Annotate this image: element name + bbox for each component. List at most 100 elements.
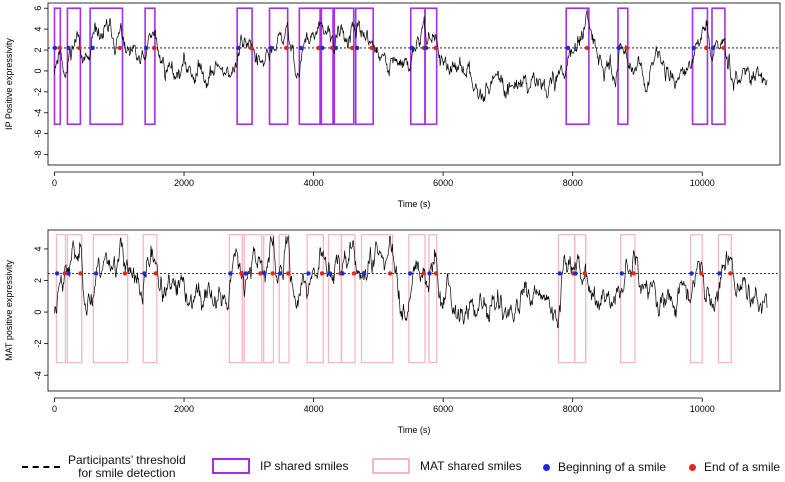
smile-end-marker	[239, 271, 244, 276]
x-axis-title: Time (s)	[398, 199, 431, 209]
y-tick-label: 4	[33, 246, 43, 251]
shared-smile-box	[278, 234, 290, 364]
y-tick-label: -2	[33, 340, 43, 348]
shared-smile-box	[424, 7, 438, 126]
legend-end-label: End of a smile	[704, 460, 781, 474]
shared-smile-box	[333, 7, 355, 126]
smile-end-marker	[248, 45, 254, 51]
x-tick-label: 10000	[690, 178, 715, 188]
smile-begin-marker	[66, 45, 71, 51]
shared-smile-box	[144, 7, 156, 126]
legend-end: End of a smile	[689, 460, 780, 474]
smile-begin-marker	[262, 271, 267, 276]
shared-smile-box	[66, 234, 83, 364]
y-tick-label: 2	[33, 278, 43, 283]
x-tick-label: 10000	[690, 404, 715, 414]
x-tick-label: 6000	[433, 404, 453, 414]
smile-end-marker	[284, 45, 289, 51]
smile-begin-marker	[142, 271, 147, 276]
ip-box-icon	[212, 458, 250, 474]
plot-frame	[47, 229, 781, 392]
y-tick-label: 6	[33, 6, 43, 11]
shared-smile-box	[243, 234, 263, 364]
smile-end-marker	[631, 271, 636, 276]
smile-end-marker	[387, 271, 393, 276]
smile-begin-marker	[228, 271, 233, 276]
shared-smile-box	[717, 234, 733, 364]
shared-smile-box	[142, 234, 158, 364]
smile-end-marker	[122, 271, 128, 276]
shared-smile-box	[354, 7, 374, 126]
smile-end-marker	[316, 45, 321, 51]
smile-begin-marker	[333, 45, 339, 51]
shared-smile-box	[228, 234, 243, 364]
shared-smile-box	[689, 234, 703, 364]
smile-end-marker	[319, 271, 325, 276]
charts-svg: -8 -6 -4 -2 0 2 4 6 0 2000 4000 6000 8000 10000 Time (…	[4, 2, 781, 435]
shared-smile-box	[360, 234, 394, 364]
smile-begin-marker	[243, 271, 248, 276]
smile-begin-marker	[619, 271, 624, 276]
legend-beginning: Beginning of a smile	[543, 460, 666, 474]
smile-begin-marker	[298, 45, 304, 51]
y-tick-label: -6	[33, 130, 43, 138]
smile-end-marker	[270, 271, 275, 276]
smile-end-marker	[433, 271, 439, 276]
y-tick-label: -4	[33, 109, 43, 117]
legend-threshold-line2: for smile detection	[78, 466, 176, 480]
smile-begin-marker	[409, 45, 415, 51]
smile-begin-marker	[427, 271, 432, 276]
legend-threshold: Participants’ threshold for smile detect…	[22, 454, 186, 480]
y-tick-label: 2	[33, 48, 43, 53]
y-tick-label: 0	[33, 310, 43, 315]
shared-smile-box	[619, 234, 636, 364]
smile-begin-marker	[54, 271, 60, 276]
smile-begin-marker	[565, 45, 571, 51]
legend: Participants’ threshold for smile detect…	[0, 452, 785, 480]
x-tick-label: 8000	[563, 404, 583, 414]
red-dot-icon	[689, 463, 696, 471]
shared-smile-box	[298, 7, 321, 126]
smile-begin-marker	[52, 45, 58, 51]
smile-end-marker	[153, 271, 158, 276]
smile-end-marker	[421, 271, 426, 276]
legend-mat-label: MAT shared smiles	[420, 459, 522, 473]
shared-smile-box	[263, 234, 275, 364]
smile-end-marker	[582, 271, 587, 276]
shared-smile-box	[565, 7, 590, 126]
smile-begin-marker	[143, 45, 149, 51]
chart-panel-2: -4 -2 0 2 4 0 2000 4000 6000 8000 10000 Time (s) MAT…	[4, 229, 781, 435]
smile-end-marker	[285, 271, 291, 276]
x-axis-title: Time (s)	[398, 425, 431, 435]
legend-ip-label: IP shared smiles	[260, 459, 349, 473]
x-tick-label: 4000	[304, 404, 324, 414]
smile-begin-marker	[573, 271, 578, 276]
x-tick-label: 4000	[304, 178, 324, 188]
smile-begin-marker	[616, 45, 622, 51]
smile-begin-marker	[689, 271, 694, 276]
threshold-dash-icon	[22, 466, 60, 468]
smile-begin-marker	[557, 271, 562, 276]
legend-mat-shared: MAT shared smiles	[372, 458, 522, 474]
shared-smile-box	[53, 7, 62, 126]
smile-end-marker	[117, 45, 123, 51]
smile-begin-marker	[306, 271, 311, 276]
smile-begin-marker	[66, 271, 71, 276]
smile-end-marker	[699, 271, 704, 276]
shared-smile-box	[711, 7, 726, 126]
smile-begin-marker	[268, 45, 274, 51]
chart-panel-1: -8 -6 -4 -2 0 2 4 6 0 2000 4000 6000 8000 10000 Time (…	[4, 2, 781, 209]
series-line	[54, 9, 768, 102]
smile-begin-marker	[423, 45, 429, 51]
smile-begin-marker	[354, 45, 360, 51]
smile-begin-marker	[361, 271, 367, 276]
smile-end-marker	[350, 45, 355, 51]
y-tick-label: 0	[33, 68, 43, 73]
shared-smile-box	[428, 234, 438, 364]
smile-begin-marker	[710, 45, 716, 51]
smile-begin-marker	[93, 271, 99, 276]
smile-begin-marker	[407, 271, 413, 276]
smile-end-marker	[78, 271, 83, 276]
smile-end-marker	[351, 271, 357, 276]
